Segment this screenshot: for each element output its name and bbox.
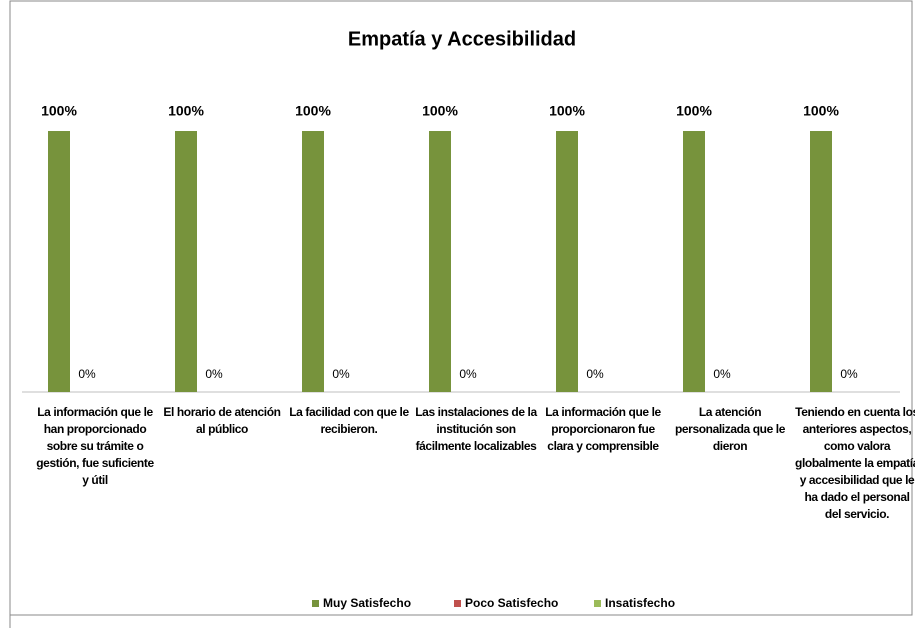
- legend-swatch: [454, 600, 461, 607]
- x-tick-label: La información que le han proporcionado …: [36, 405, 154, 487]
- bar: [556, 131, 578, 392]
- data-label: 100%: [41, 103, 77, 119]
- data-label: 100%: [422, 103, 458, 119]
- data-label: 0%: [78, 367, 96, 381]
- legend-swatch: [312, 600, 319, 607]
- data-label: 0%: [713, 367, 731, 381]
- x-tick-label: El horario de atención al público: [163, 405, 281, 436]
- legend-label: Poco Satisfecho: [465, 596, 558, 610]
- bar: [302, 131, 324, 392]
- bar: [175, 131, 197, 392]
- data-label: 100%: [803, 103, 839, 119]
- data-label: 0%: [459, 367, 477, 381]
- x-tick-label: La facilidad con que le recibieron.: [289, 405, 409, 436]
- x-tick-label: La atención personalizada que le dieron: [674, 405, 786, 453]
- bar: [429, 131, 451, 392]
- legend-swatch: [594, 600, 601, 607]
- data-label: 0%: [205, 367, 223, 381]
- data-label: 100%: [295, 103, 331, 119]
- data-label: 100%: [168, 103, 204, 119]
- data-label: 0%: [332, 367, 350, 381]
- x-tick-label: Teniendo en cuenta los anteriores aspect…: [795, 405, 915, 521]
- bar: [683, 131, 705, 392]
- bar: [810, 131, 832, 392]
- bar: [48, 131, 70, 392]
- chart-frame: [9, 0, 913, 616]
- x-tick-label: La información que le proporcionaron fue…: [545, 405, 661, 453]
- x-tick-label: Las instalaciones de la institución son …: [415, 405, 537, 453]
- chart-title: Empatía y Accesibilidad: [348, 28, 576, 50]
- data-label: 100%: [676, 103, 712, 119]
- legend-label: Insatisfecho: [605, 596, 675, 610]
- data-label: 0%: [840, 367, 858, 381]
- data-label: 0%: [586, 367, 604, 381]
- data-label: 100%: [549, 103, 585, 119]
- legend-label: Muy Satisfecho: [323, 596, 411, 610]
